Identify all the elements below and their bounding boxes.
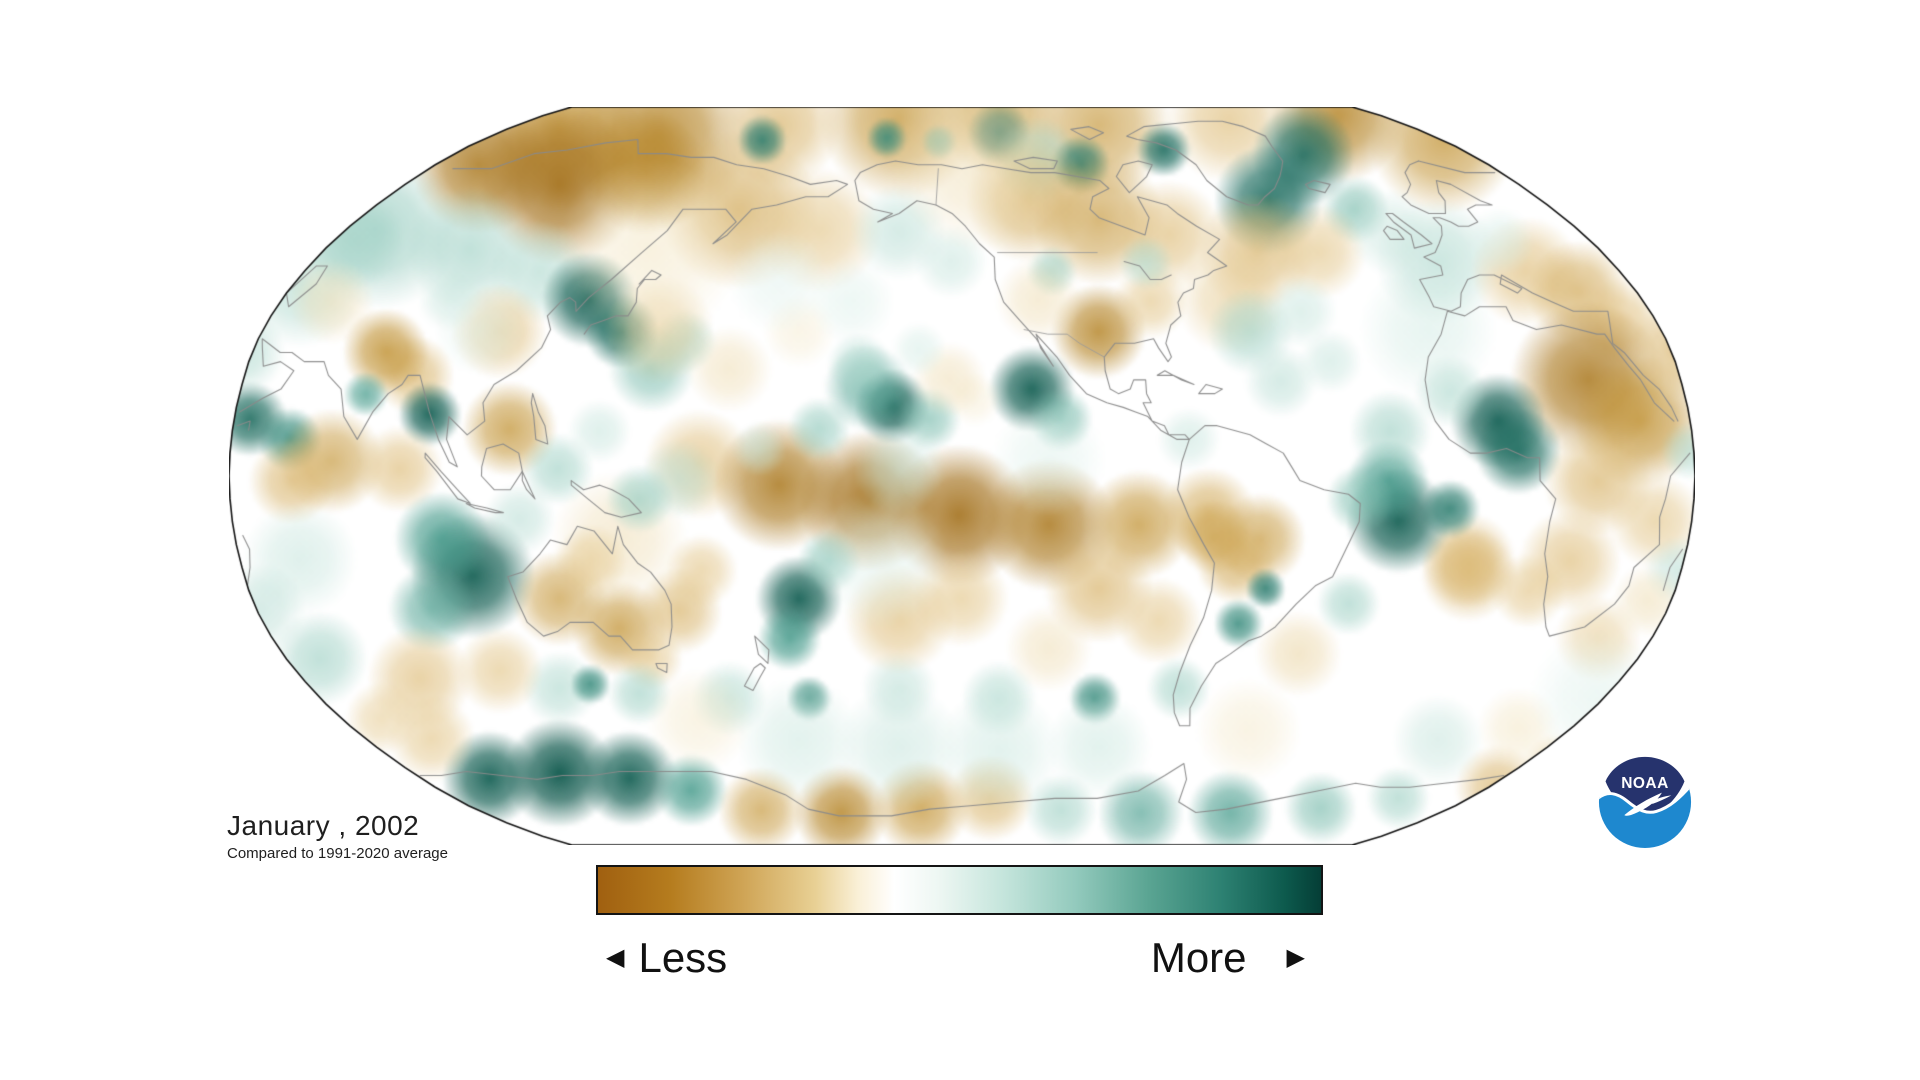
noaa-logo-blue-wave xyxy=(1598,784,1692,849)
less-label: Less xyxy=(638,934,728,981)
left-arrow-icon: ◀ xyxy=(606,944,625,971)
more-label: More xyxy=(1150,934,1247,981)
right-arrow-icon: ▶ xyxy=(1286,944,1305,971)
noaa-logo-wave-crest xyxy=(1598,783,1692,814)
legend-more: More ▶ xyxy=(1151,937,1313,979)
map-comparison-subtitle: Compared to 1991-2020 average xyxy=(227,845,448,862)
colorbar-legend: ◀ Less More ▶ xyxy=(596,932,1323,984)
noaa-logo-bird-icon xyxy=(1624,792,1672,816)
world-precipitation-anomaly-map xyxy=(229,107,1695,845)
map-month-title: January , 2002 xyxy=(227,810,420,841)
noaa-logo: NOAA xyxy=(1598,755,1692,849)
noaa-logo-text: NOAA xyxy=(1621,775,1669,792)
title-block: January , 2002 Compared to 1991-2020 ave… xyxy=(227,810,448,862)
colorbar-gradient xyxy=(596,865,1323,915)
legend-less: ◀ Less xyxy=(606,937,727,979)
